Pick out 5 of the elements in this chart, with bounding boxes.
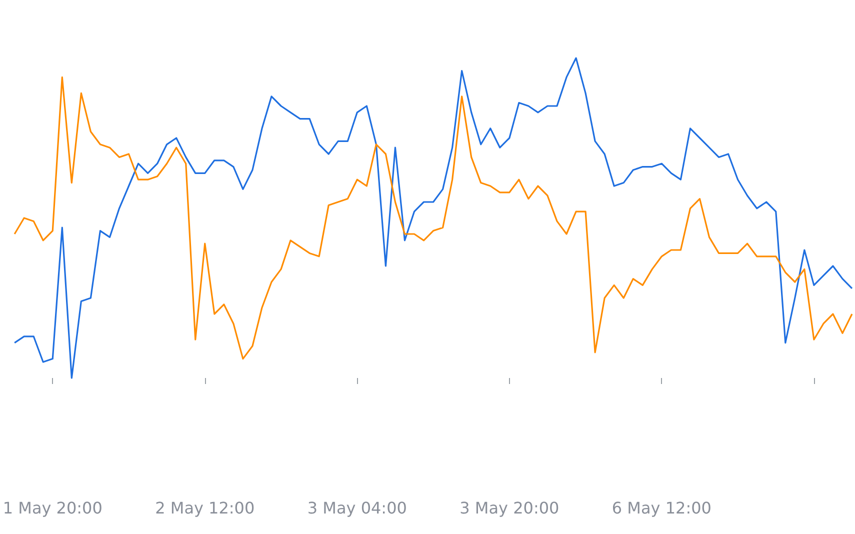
- x-tick-label: 1 May 20:00: [2, 498, 102, 518]
- x-tick-label: 2 May 12:00: [155, 498, 255, 518]
- x-tick-label: 3 May 04:00: [307, 498, 407, 518]
- x-tick-label: 6 May 12:00: [612, 498, 712, 518]
- x-tick-label: 3 May 20:00: [460, 498, 560, 518]
